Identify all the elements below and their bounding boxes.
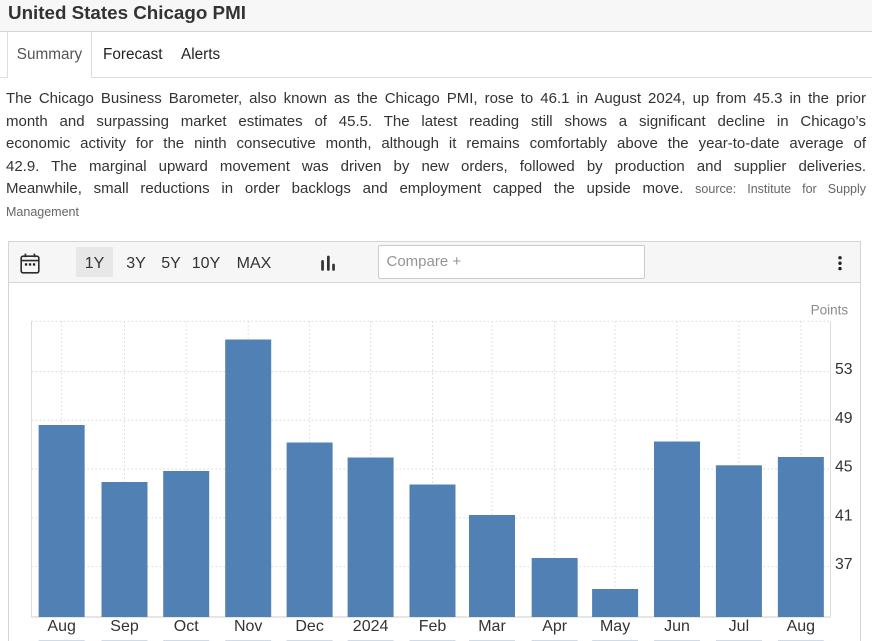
svg-text:Jul: Jul — [729, 618, 749, 635]
svg-text:Aug: Aug — [787, 618, 815, 635]
svg-text:Sep: Sep — [110, 618, 139, 635]
svg-text:Oct: Oct — [174, 618, 199, 635]
svg-text:49: 49 — [835, 410, 853, 427]
svg-text:Feb: Feb — [419, 618, 447, 635]
svg-text:Apr: Apr — [542, 618, 568, 635]
svg-text:Points: Points — [811, 302, 849, 317]
svg-text:Mar: Mar — [478, 618, 506, 635]
svg-text:45: 45 — [835, 459, 853, 476]
svg-text:2024: 2024 — [353, 618, 389, 635]
svg-text:Jun: Jun — [664, 618, 690, 635]
svg-text:Aug: Aug — [47, 618, 75, 635]
svg-text:53: 53 — [835, 361, 853, 378]
svg-text:Dec: Dec — [295, 618, 323, 635]
svg-text:37: 37 — [835, 556, 853, 573]
svg-text:May: May — [600, 618, 630, 635]
svg-text:41: 41 — [835, 508, 853, 525]
svg-text:Nov: Nov — [234, 618, 262, 635]
